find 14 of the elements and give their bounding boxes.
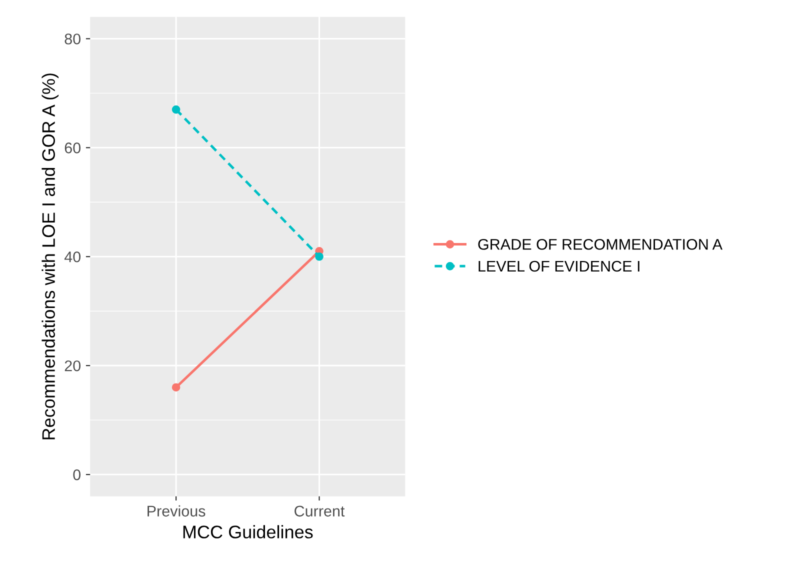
point (172, 105, 180, 114)
x-tick-label: Current (294, 506, 345, 517)
y-axis-title: Recommendations with LOE I and GOR A (%) (42, 74, 59, 440)
point (315, 252, 324, 261)
y-tick-label: 0 (73, 469, 81, 480)
y-tick-label: 20 (64, 360, 81, 372)
y-tick-label: 40 (64, 251, 81, 262)
point (172, 383, 180, 392)
y-tick-label: 60 (64, 142, 81, 154)
legend-label: LEVEL OF EVIDENCE I (478, 260, 640, 272)
y-tick-label: 80 (64, 34, 81, 44)
x-axis-title: MCC Guidelines (183, 525, 313, 538)
legend-label: GRADE OF RECOMMENDATION A (478, 238, 722, 250)
x-tick-label: Previous (148, 505, 206, 517)
